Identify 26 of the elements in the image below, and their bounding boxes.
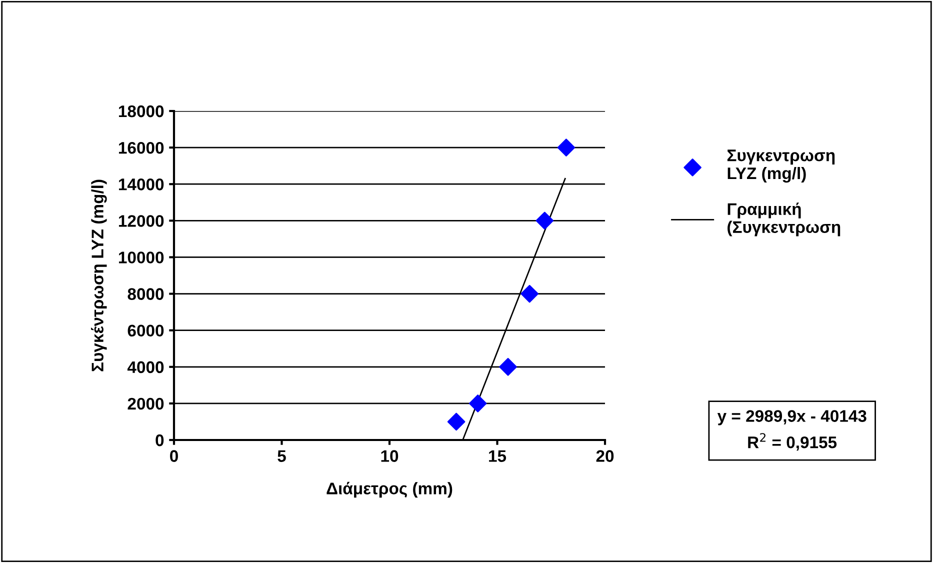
y-tick-label: 16000: [118, 142, 164, 154]
y-tick-label: 6000: [128, 324, 164, 337]
x-tick-label: 15: [489, 450, 506, 462]
point: [447, 412, 466, 431]
legend-label: Γραμμική (Συγκεντρωση: [728, 202, 840, 236]
point: [520, 284, 538, 303]
point: [557, 138, 576, 156]
y-tick-label: 18000: [118, 105, 164, 118]
x-axis-title: Διάμετρος (mm): [326, 482, 452, 498]
y-axis-title: Συγκέντρωση LYZ (mg/l): [91, 180, 107, 372]
point: [536, 212, 554, 230]
legend-label: Συγκεντρωση LYZ (mg/l): [727, 150, 835, 183]
y-tick-label: 14000: [118, 178, 164, 190]
point: [468, 394, 487, 412]
x-tick-label: 20: [596, 450, 614, 462]
y-tick-label: 8000: [128, 288, 164, 300]
y-tick-label: 0: [156, 434, 164, 446]
point: [499, 358, 517, 376]
x-tick-label: 5: [278, 450, 286, 462]
text: y = 2989,9x - 40143 R$^{2}$ = 0,9155: [717, 410, 866, 451]
x-tick-label: 0: [170, 450, 178, 462]
y-tick-label: 4000: [127, 361, 164, 374]
x-tick-label: 10: [381, 450, 398, 462]
y-tick-label: 12000: [118, 215, 164, 227]
y-tick-label: 2000: [128, 398, 164, 410]
y-tick-label: 10000: [118, 252, 164, 264]
